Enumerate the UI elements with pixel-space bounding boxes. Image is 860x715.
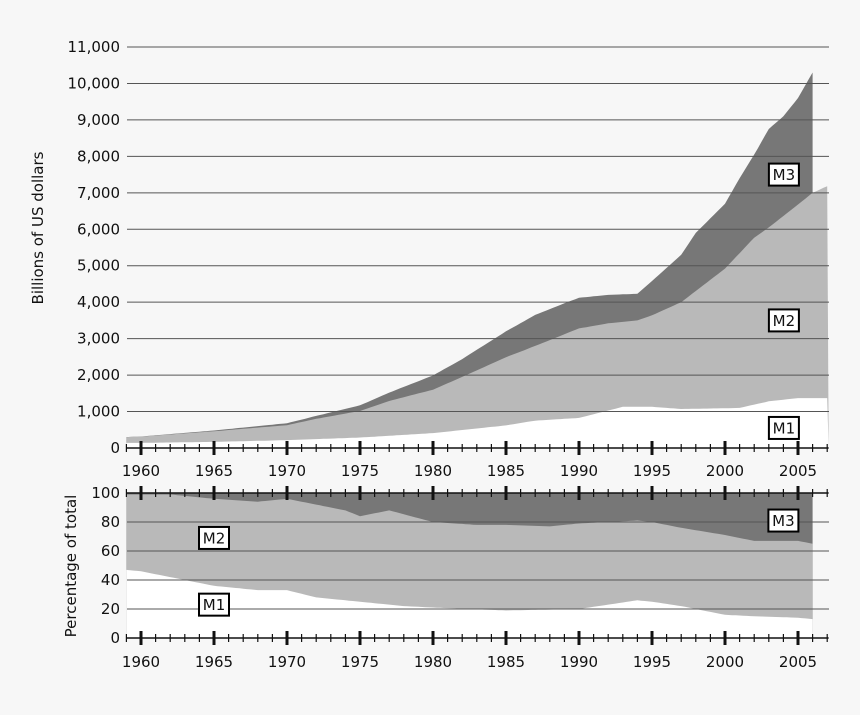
x-tick-label: 1975 [341, 653, 379, 671]
bottom-gridlines [127, 521, 829, 610]
y-tick-label: 7,000 [77, 184, 120, 202]
x-tick-label: 1980 [414, 462, 452, 480]
m1-share-area [126, 569, 813, 638]
series-label-m3: M3 [767, 162, 800, 187]
y-tick-label: 9,000 [77, 111, 120, 129]
bottom-panel-percentage: 0 20 40 60 80 100 1960 1965 1970 1975 1980 1985 199… [62, 484, 829, 671]
series-label-m2: M2 [198, 525, 230, 550]
x-tick-label: 2000 [706, 653, 744, 671]
top-panel-billions: 0 1,000 2,000 3,000 4,000 5,000 6,000 7,000 8,00… [29, 38, 829, 480]
bottom-x-axis [125, 631, 829, 645]
y-tick-label: 3,000 [77, 330, 120, 348]
x-tick-label: 1960 [122, 653, 160, 671]
y-tick-label: 6,000 [77, 220, 120, 238]
svg-text:M3: M3 [772, 512, 795, 530]
top-y-tick-labels: 0 1,000 2,000 3,000 4,000 5,000 6,000 7,000 8,00… [68, 38, 121, 457]
y-tick-label: 2,000 [77, 366, 120, 384]
y-tick-label: 20 [101, 600, 120, 618]
x-tick-label: 1985 [487, 653, 525, 671]
y-tick-label: 8,000 [77, 147, 120, 165]
x-tick-label: 1965 [195, 653, 233, 671]
x-tick-label: 1965 [195, 462, 233, 480]
top-gridlines [127, 46, 829, 413]
x-tick-label: 2005 [779, 462, 817, 480]
top-series-labels: M1 M2 M3 [767, 162, 800, 440]
series-label-m1: M1 [767, 415, 800, 440]
y-tick-label: 40 [101, 571, 120, 589]
m1-area [126, 398, 829, 448]
x-tick-label: 1985 [487, 462, 525, 480]
svg-text:M1: M1 [203, 596, 226, 614]
y-tick-label: 10,000 [68, 74, 121, 92]
bottom-series-labels: M1 M2 M3 [198, 508, 800, 617]
svg-text:M2: M2 [773, 312, 796, 330]
x-tick-label: 1990 [560, 462, 598, 480]
y-tick-label: 11,000 [68, 38, 121, 56]
x-tick-label: 1975 [341, 462, 379, 480]
y-tick-label: 0 [110, 629, 120, 647]
x-tick-label: 2005 [779, 653, 817, 671]
x-tick-label: 1970 [268, 653, 306, 671]
svg-text:M3: M3 [773, 166, 796, 184]
y-tick-label: 5,000 [77, 257, 120, 275]
x-tick-label: 1995 [633, 462, 671, 480]
top-x-axis [125, 441, 829, 455]
svg-text:M1: M1 [773, 419, 796, 437]
y-tick-label: 80 [101, 513, 120, 531]
svg-text:M2: M2 [203, 529, 226, 547]
y-tick-label: 0 [110, 439, 120, 457]
x-tick-label: 2000 [706, 462, 744, 480]
top-x-tick-labels: 1960 1965 1970 1975 1980 1985 1990 1995 2000 2005 [122, 462, 817, 480]
bottom-y-axis-title: Percentage of total [62, 495, 80, 638]
m2-area [126, 186, 829, 448]
y-tick-label: 100 [91, 484, 120, 502]
series-label-m1: M1 [198, 592, 230, 617]
y-tick-label: 4,000 [77, 293, 120, 311]
x-tick-label: 1995 [633, 653, 671, 671]
top-y-axis-title: Billions of US dollars [29, 151, 47, 304]
y-tick-label: 60 [101, 542, 120, 560]
y-tick-label: 1,000 [77, 403, 120, 421]
bottom-top-x-axis [125, 486, 829, 500]
bottom-x-tick-labels: 1960 1965 1970 1975 1980 1985 1990 1995 2000 2005 [122, 653, 817, 671]
bottom-y-tick-labels: 0 20 40 60 80 100 [91, 484, 120, 647]
x-tick-label: 1970 [268, 462, 306, 480]
series-label-m2: M2 [767, 308, 800, 333]
x-tick-label: 1960 [122, 462, 160, 480]
series-label-m3: M3 [767, 508, 800, 533]
x-tick-label: 1980 [414, 653, 452, 671]
x-tick-label: 1990 [560, 653, 598, 671]
